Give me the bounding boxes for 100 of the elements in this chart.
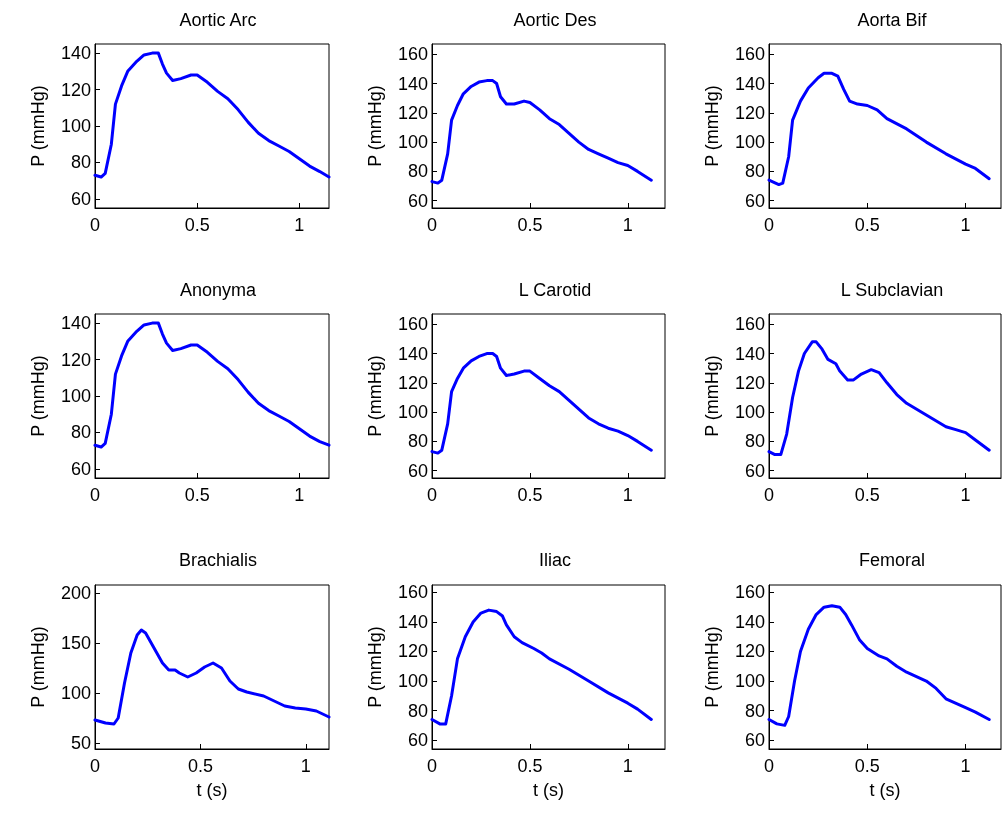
y-tick-label: 80 — [70, 152, 91, 173]
y-tick-label: 120 — [60, 349, 91, 370]
y-axis-title: P (mmHg) — [28, 626, 48, 708]
y-tick-label: 100 — [60, 386, 91, 406]
y-tick-label: 80 — [407, 700, 428, 721]
y-tick-label: 120 — [397, 102, 428, 123]
x-tick-label: 0 — [763, 215, 775, 235]
x-tick-label: 0.5 — [517, 485, 543, 505]
chart-title: Brachialis — [178, 550, 258, 570]
x-tick-label: 0 — [426, 756, 438, 776]
chart-title: Femoral — [858, 550, 926, 570]
x-tick-label: 0 — [763, 756, 775, 776]
y-tick-label: 150 — [60, 633, 91, 653]
y-tick-label: 120 — [60, 79, 91, 100]
y-axis-title: P (mmHg) — [365, 626, 385, 708]
y-tick-label: 120 — [397, 641, 428, 662]
y-tick-label: 120 — [397, 372, 428, 393]
chart-title: Aorta Bif — [857, 10, 928, 30]
y-tick-label: 120 — [734, 102, 765, 123]
y-tick-label: 200 — [60, 583, 91, 603]
y-tick-label: 80 — [744, 700, 765, 721]
y-tick-label: 160 — [734, 314, 765, 335]
x-tick-label: 1 — [294, 485, 305, 505]
y-tick-label: 160 — [397, 44, 428, 65]
y-axis-title: P (mmHg) — [365, 85, 385, 167]
y-tick-label: 60 — [744, 190, 765, 211]
chart-title: L Subclavian — [840, 280, 944, 300]
chart-title: Aortic Arc — [179, 10, 257, 30]
x-tick-label: 0 — [426, 215, 438, 235]
x-tick-label: 0.5 — [517, 215, 543, 235]
y-tick-label: 140 — [734, 73, 765, 94]
x-tick-label: 0.5 — [854, 485, 880, 505]
y-tick-label: 140 — [397, 73, 428, 94]
y-tick-label: 60 — [744, 460, 765, 481]
y-tick-label: 100 — [397, 132, 428, 153]
y-tick-label: 100 — [397, 671, 428, 692]
y-tick-label: 60 — [407, 190, 428, 211]
chart-title: Anonyma — [179, 280, 258, 300]
y-tick-label: 140 — [60, 43, 91, 64]
x-tick-label: 1 — [960, 215, 971, 235]
y-tick-label: 160 — [734, 44, 765, 65]
y-tick-label: 140 — [397, 611, 428, 632]
y-tick-label: 160 — [397, 582, 428, 603]
line-series — [430, 352, 653, 455]
line-series — [767, 604, 991, 727]
y-tick-label: 100 — [60, 683, 91, 703]
x-tick-label: 1 — [622, 215, 633, 235]
x-tick-label: 0.5 — [854, 215, 880, 235]
y-tick-label: 140 — [734, 343, 765, 364]
y-tick-label: 80 — [407, 161, 428, 182]
x-tick-label: 1 — [622, 485, 633, 505]
x-tick-label: 1 — [300, 756, 311, 776]
x-tick-label: 0 — [763, 485, 775, 505]
x-tick-label: 0.5 — [184, 485, 210, 505]
y-tick-label: 120 — [734, 641, 765, 662]
y-tick-label: 80 — [70, 422, 91, 443]
x-tick-label: 1 — [294, 215, 305, 235]
x-axis-title: t (s) — [533, 780, 564, 800]
x-tick-label: 0.5 — [517, 756, 543, 776]
y-tick-label: 100 — [734, 671, 765, 692]
y-tick-label: 80 — [744, 161, 765, 182]
x-axis-title: t (s) — [196, 780, 228, 800]
y-tick-label: 120 — [734, 372, 765, 393]
y-tick-label: 100 — [397, 402, 428, 423]
x-tick-label: 1 — [960, 756, 971, 776]
y-axis-title: P (mmHg) — [702, 626, 722, 708]
y-tick-label: 140 — [60, 313, 91, 334]
x-tick-label: 0.5 — [184, 215, 210, 235]
y-tick-label: 100 — [734, 132, 765, 153]
line-series — [767, 340, 991, 457]
y-axis-title: P (mmHg) — [702, 85, 722, 167]
y-axis-title: P (mmHg) — [702, 355, 722, 437]
y-tick-label: 80 — [744, 431, 765, 452]
y-tick-label: 160 — [397, 314, 428, 335]
x-axis-title: t (s) — [869, 780, 901, 800]
x-tick-label: 0.5 — [187, 756, 213, 776]
line-series — [430, 608, 653, 726]
line-series — [93, 628, 331, 726]
chart-title: Aortic Des — [513, 10, 597, 30]
chart-title: L Carotid — [518, 280, 592, 300]
y-tick-label: 60 — [744, 730, 765, 751]
chart-title: Iliac — [538, 550, 572, 570]
x-tick-label: 0 — [89, 485, 101, 505]
y-axis-title: P (mmHg) — [28, 355, 48, 437]
x-tick-label: 1 — [960, 485, 971, 505]
y-tick-label: 50 — [70, 733, 91, 753]
line-series — [430, 79, 653, 185]
y-tick-label: 140 — [734, 611, 765, 632]
y-tick-label: 140 — [397, 343, 428, 364]
x-tick-label: 0.5 — [854, 756, 880, 776]
line-series — [93, 51, 331, 179]
y-axis-title: P (mmHg) — [28, 85, 48, 167]
line-series — [767, 71, 991, 187]
y-axis-title: P (mmHg) — [365, 355, 385, 437]
y-tick-label: 60 — [70, 188, 91, 209]
y-tick-label: 60 — [70, 458, 91, 479]
y-tick-label: 100 — [60, 116, 91, 136]
y-tick-label: 60 — [407, 460, 428, 481]
x-tick-label: 1 — [622, 756, 633, 776]
y-tick-label: 60 — [407, 730, 428, 751]
